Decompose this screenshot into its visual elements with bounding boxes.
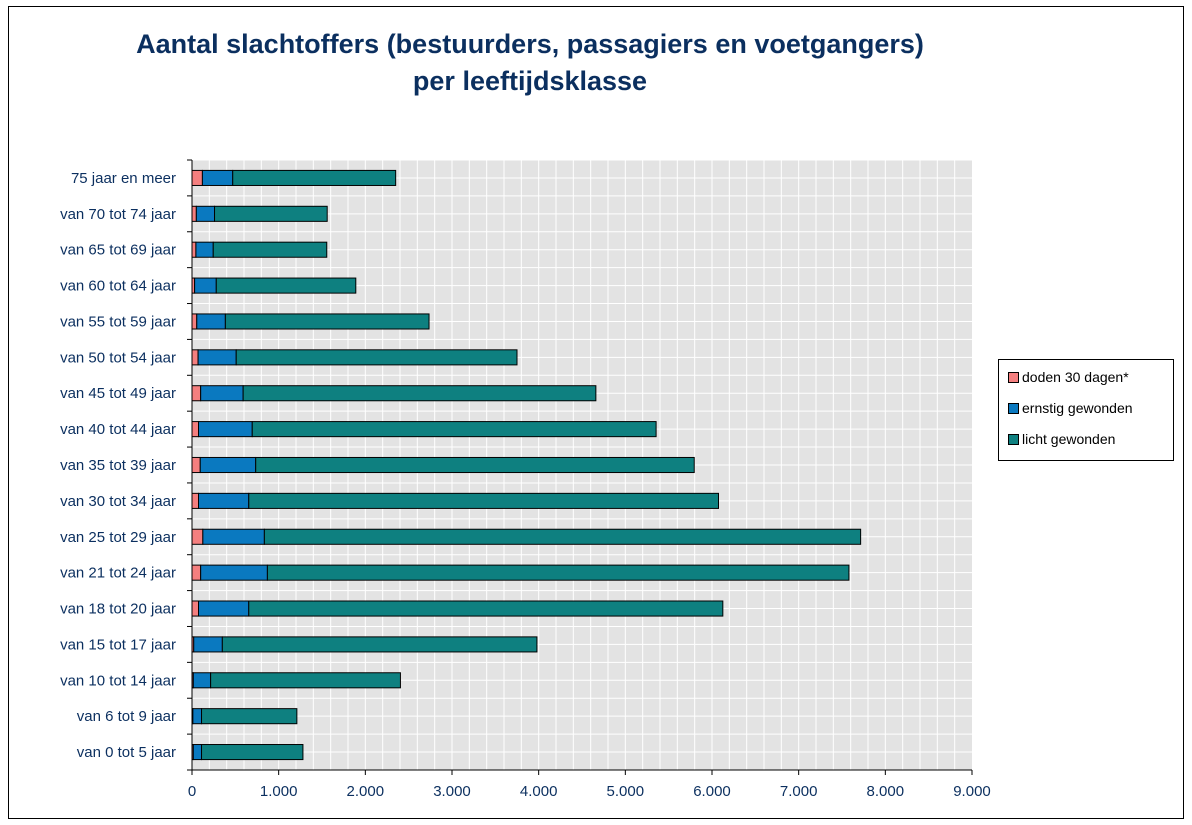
x-tick-label: 6.000: [693, 783, 731, 800]
bar-segment-1: [192, 457, 200, 472]
bar-segment-2: [198, 350, 236, 365]
legend-swatch: [1008, 372, 1019, 383]
x-tick-label: 8.000: [867, 783, 905, 800]
x-tick-label: 7.000: [780, 783, 818, 800]
bar-segment-2: [199, 422, 253, 437]
bar-segment-2: [193, 673, 210, 688]
x-tick-label: 3.000: [433, 783, 471, 800]
x-tick-label: 9.000: [953, 783, 991, 800]
bar-segment-3: [202, 709, 297, 724]
category-label: van 30 tot 34 jaar: [60, 493, 176, 510]
bar-segment-1: [192, 206, 196, 221]
bar-segment-3: [236, 350, 517, 365]
bar-segment-1: [192, 601, 199, 616]
bar-segment-3: [202, 745, 303, 760]
legend-label: ernstig gewonden: [1022, 400, 1133, 416]
category-label: van 65 tot 69 jaar: [60, 242, 176, 259]
bar-segment-3: [243, 386, 596, 401]
category-label: van 18 tot 20 jaar: [60, 601, 176, 618]
bar-segment-3: [256, 457, 695, 472]
legend-swatch: [1008, 434, 1019, 445]
x-tick-label: 1.000: [260, 783, 298, 800]
legend-item: ernstig gewonden: [1008, 398, 1133, 418]
bar-segment-1: [192, 350, 198, 365]
bar-segment-2: [195, 278, 217, 293]
bar-segment-2: [193, 745, 201, 760]
bar-segment-2: [199, 601, 249, 616]
bar-segment-2: [201, 565, 268, 580]
bar-segment-3: [216, 278, 356, 293]
category-label: van 25 tot 29 jaar: [60, 529, 176, 546]
x-tick-labels: 0 1.000 2.000 3.000 4.000 5.000 6.000 7.000 8.00…: [188, 783, 991, 800]
bar-segment-1: [192, 565, 201, 580]
legend-item: doden 30 dagen*: [1008, 367, 1129, 387]
bar-segment-3: [252, 422, 656, 437]
bar-segment-2: [193, 709, 202, 724]
bar-segment-2: [197, 314, 226, 329]
bar-segment-3: [222, 637, 537, 652]
bar-segment-1: [192, 170, 202, 185]
category-label: van 45 tot 49 jaar: [60, 385, 176, 402]
legend-item: licht gewonden: [1008, 429, 1115, 449]
bar-segment-2: [194, 637, 223, 652]
bar-segment-1: [192, 422, 199, 437]
bar-segment-3: [233, 170, 396, 185]
category-label: van 40 tot 44 jaar: [60, 421, 176, 438]
bar-segment-3: [211, 673, 401, 688]
category-label: van 6 tot 9 jaar: [77, 708, 176, 725]
legend-label: doden 30 dagen*: [1022, 369, 1129, 385]
bar-segment-2: [196, 206, 214, 221]
x-tick-label: 2.000: [347, 783, 385, 800]
category-labels: 75 jaar en meer van 70 tot 74 jaar van 65 …: [60, 170, 176, 761]
bar-segment-3: [264, 529, 860, 544]
category-label: van 10 tot 14 jaar: [60, 672, 176, 689]
bar-segment-3: [249, 601, 723, 616]
legend-label: licht gewonden: [1022, 431, 1115, 447]
bar-segment-3: [267, 565, 849, 580]
x-tick-label: 5.000: [607, 783, 645, 800]
x-tick-label: 0: [188, 783, 196, 800]
bar-segment-2: [201, 386, 243, 401]
bar-segment-1: [192, 493, 199, 508]
category-label: van 50 tot 54 jaar: [60, 349, 176, 366]
bar-segment-2: [199, 493, 249, 508]
category-label: 75 jaar en meer: [71, 170, 176, 187]
bar-segment-2: [200, 457, 255, 472]
category-label: van 70 tot 74 jaar: [60, 206, 176, 223]
bar-segment-2: [203, 529, 265, 544]
legend-swatch: [1008, 403, 1019, 414]
bar-segment-3: [225, 314, 429, 329]
bar-segment-3: [215, 206, 328, 221]
bar-segment-1: [192, 529, 203, 544]
bar-segment-3: [213, 242, 327, 257]
category-label: van 35 tot 39 jaar: [60, 457, 176, 474]
category-label: van 55 tot 59 jaar: [60, 313, 176, 330]
bar-segment-2: [196, 242, 213, 257]
bar-segment-2: [202, 170, 232, 185]
legend: doden 30 dagen* ernstig gewonden licht gew…: [998, 359, 1174, 461]
x-tick-label: 4.000: [520, 783, 558, 800]
bar-segment-1: [192, 314, 197, 329]
category-label: van 21 tot 24 jaar: [60, 565, 176, 582]
category-label: van 0 tot 5 jaar: [77, 744, 176, 761]
bar-segment-1: [192, 386, 201, 401]
bar-segment-1: [192, 242, 196, 257]
bar-segment-3: [249, 493, 719, 508]
category-label: van 60 tot 64 jaar: [60, 278, 176, 295]
category-label: van 15 tot 17 jaar: [60, 636, 176, 653]
